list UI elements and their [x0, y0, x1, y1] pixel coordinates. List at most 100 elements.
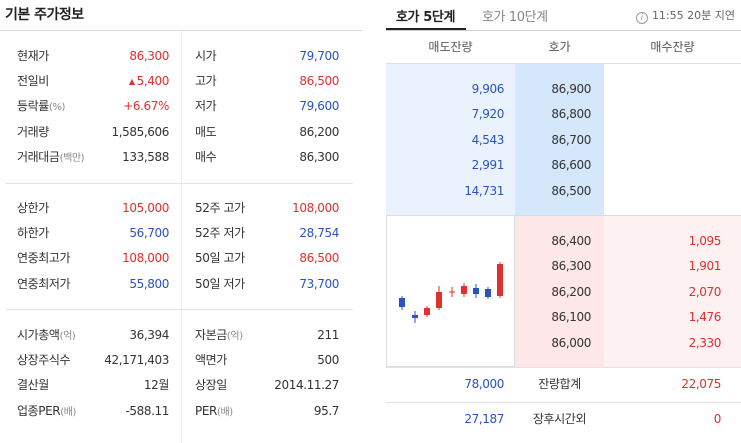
buy-price[interactable]: 86,400	[551, 234, 591, 248]
info-value-cell: 55,800	[129, 272, 169, 297]
info-label: 시가	[195, 49, 217, 63]
info-value-cell: 42,171,403	[104, 348, 169, 373]
info-label: 결산월	[17, 378, 49, 393]
mini-candlestick-chart	[386, 215, 515, 367]
info-value-cell: 56,700	[129, 221, 169, 246]
info-unit: (배)	[216, 406, 233, 418]
after-hours-sell-volume: 27,187	[464, 412, 504, 426]
info-label: PER(배)	[195, 403, 233, 418]
info-value: 12월	[143, 378, 170, 393]
sell-price[interactable]: 86,500	[551, 183, 591, 198]
info-unit: (%)	[48, 102, 66, 114]
info-value: 108,000	[292, 201, 339, 215]
info-value-cell: 105,000	[122, 196, 169, 221]
up-arrow-icon: ▲	[128, 77, 135, 87]
buy-price[interactable]: 86,000	[551, 335, 591, 350]
info-value: 56,700	[129, 226, 169, 241]
info-label: 전일비	[17, 74, 49, 89]
header-buy-volume: 매수잔량	[650, 40, 695, 54]
info-icon[interactable]: i	[635, 12, 648, 24]
sell-price[interactable]: 86,600	[551, 158, 591, 173]
delay-notice: i 11:55 20분 지연	[635, 7, 735, 24]
title-divider	[0, 30, 362, 31]
column-divider	[181, 31, 182, 443]
info-value: 211	[317, 328, 339, 342]
info-value: 28,754	[299, 226, 339, 241]
header-divider	[386, 30, 741, 31]
buy-price[interactable]: 86,300	[551, 259, 591, 274]
sell-price[interactable]: 86,700	[551, 132, 591, 147]
info-value-cell: 36,394	[129, 323, 169, 348]
tab-orderbook-5[interactable]: 호가 5단계	[396, 10, 456, 25]
info-row: 등락률(%) +6.67% 저가 79,600	[0, 94, 362, 119]
candle	[497, 264, 503, 296]
info-value: 79,600	[299, 99, 339, 114]
buy-volume: 2,070	[688, 284, 722, 299]
summary-divider	[386, 367, 741, 368]
info-label: 자본금(억)	[195, 328, 243, 342]
info-row: 시가총액(억) 36,394 자본금(억) 211	[0, 323, 362, 348]
spread-divider	[386, 215, 741, 216]
info-value: 55,800	[129, 276, 169, 291]
info-label: 현재가	[17, 49, 49, 63]
info-label: 50일 저가	[195, 276, 245, 291]
group-divider	[6, 309, 353, 310]
info-label: 상장주식수	[17, 353, 71, 368]
info-label: 하한가	[17, 226, 49, 241]
buy-volume: 1,476	[688, 310, 722, 325]
total-sell-volume: 78,000	[464, 377, 504, 391]
candle	[485, 289, 491, 297]
total-volume-label: 잔량합계	[538, 377, 581, 391]
sell-volume: 14,731	[464, 183, 504, 198]
sell-volume-area	[386, 64, 515, 215]
summary-divider	[386, 402, 741, 403]
orderbook-panel: 호가 5단계 호가 10단계 i 11:55 20분 지연 매도잔량 호가 매수잔…	[386, 0, 741, 443]
info-label: 업종PER(배)	[17, 403, 77, 418]
candle	[399, 298, 405, 307]
sell-price-area	[515, 64, 604, 215]
info-value: 1,585,606	[111, 124, 170, 139]
info-label: 액면가	[195, 353, 227, 368]
candle	[436, 292, 442, 308]
info-value: 2014.11.27	[274, 378, 339, 393]
info-row: 거래대금(백만) 133,588 매수 86,300	[0, 145, 362, 170]
info-label: 거래량	[17, 124, 49, 139]
after-hours-label: 장후시간외	[532, 412, 587, 426]
candlestick-chart-svg	[399, 262, 503, 323]
header-sell-volume: 매도잔량	[428, 40, 473, 54]
tab-orderbook-10[interactable]: 호가 10단계	[482, 10, 548, 25]
info-value-cell: 1,585,606	[111, 120, 170, 145]
info-value: 108,000	[122, 251, 169, 266]
sell-volume: 2,991	[471, 158, 505, 173]
info-label: 50일 고가	[195, 251, 245, 266]
buy-price[interactable]: 86,200	[551, 284, 591, 299]
info-value: 86,200	[299, 124, 339, 139]
info-value: 105,000	[122, 201, 169, 215]
info-row: 연중최저가 55,800 50일 저가 73,700	[0, 272, 362, 297]
buy-volume: 2,330	[688, 335, 722, 350]
info-value: 36,394	[129, 328, 169, 342]
info-value: 133,588	[122, 149, 169, 164]
info-label: 상한가	[17, 201, 49, 215]
info-value-cell: 12월	[143, 373, 170, 398]
candle	[461, 286, 467, 294]
delay-time: 11:55 20분 지연	[651, 9, 735, 22]
buy-volume: 1,095	[688, 234, 722, 248]
buy-volume: 1,901	[688, 259, 722, 274]
sell-price[interactable]: 86,800	[551, 107, 591, 122]
info-value: 79,700	[299, 49, 339, 63]
info-value-cell: ▲ 5,400	[128, 69, 170, 94]
info-value: 86,300	[299, 149, 339, 164]
info-value: -588.11	[125, 403, 169, 418]
buy-price[interactable]: 86,100	[551, 310, 591, 325]
info-label: 고가	[195, 74, 217, 89]
info-row: 전일비 ▲ 5,400 고가 86,500	[0, 69, 362, 94]
info-value: 42,171,403	[104, 353, 169, 368]
info-value-cell: +6.67%	[123, 94, 169, 119]
sell-price[interactable]: 86,900	[551, 82, 591, 96]
info-unit: (배)	[60, 406, 77, 418]
total-buy-volume: 22,075	[681, 377, 721, 391]
info-label: 연중최저가	[17, 276, 71, 291]
info-value-cell: 86,300	[129, 44, 169, 69]
info-unit: (억)	[226, 331, 243, 342]
